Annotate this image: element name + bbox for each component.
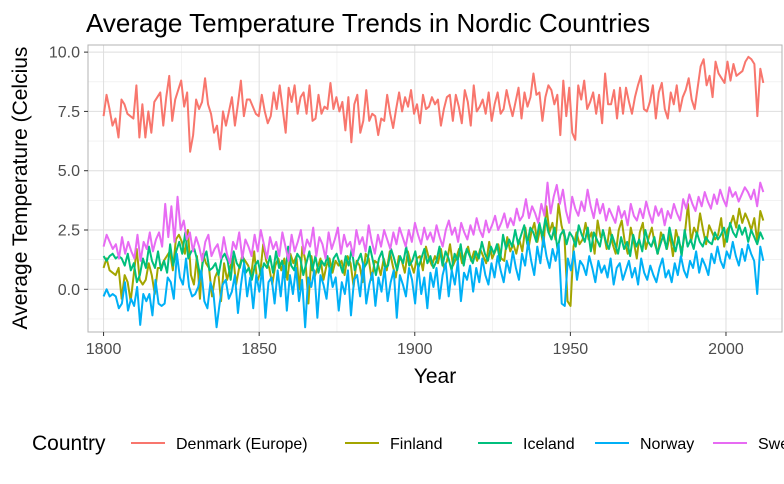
legend-label-iceland: Iceland <box>523 436 575 453</box>
y-axis-title: Average Temperature (Celcius <box>9 47 32 330</box>
series-line-norway <box>102 236 765 329</box>
y-axis-ticks: 0.0 2.5 5.0 7.5 10.0 <box>49 45 88 299</box>
x-axis-ticks: 1800 1850 1900 1950 2000 <box>86 332 744 358</box>
y-tick-label: 2.5 <box>58 223 80 240</box>
y-tick-label: 5.0 <box>58 163 80 180</box>
y-tick-label: 7.5 <box>58 104 80 121</box>
plot-panel-border <box>87 44 783 333</box>
legend-label-sweden: Sweden <box>758 436 784 453</box>
x-tick-label: 1800 <box>86 341 122 358</box>
y-tick-label: 10.0 <box>49 45 80 62</box>
x-tick-label: 1900 <box>397 341 433 358</box>
legend-label-denmark-europe: Denmark (Europe) <box>176 436 308 453</box>
series-line-finland <box>102 202 765 307</box>
legend-title: Country <box>32 432 106 455</box>
x-tick-label: 1850 <box>241 341 277 358</box>
x-tick-label: 1950 <box>553 341 589 358</box>
x-tick-label: 2000 <box>708 341 744 358</box>
chart-title: Average Temperature Trends in Nordic Cou… <box>86 8 650 38</box>
series-line-sweden <box>102 181 765 265</box>
series-line-denmark-europe <box>102 55 765 153</box>
legend-label-finland: Finland <box>390 436 442 453</box>
y-tick-label: 0.0 <box>58 282 80 299</box>
legend: Country Denmark (Europe) Finland Iceland No… <box>32 432 784 455</box>
series-line-iceland <box>102 217 765 284</box>
x-axis-title: Year <box>414 365 456 388</box>
legend-label-norway: Norway <box>640 436 694 453</box>
series-lines <box>102 55 765 329</box>
